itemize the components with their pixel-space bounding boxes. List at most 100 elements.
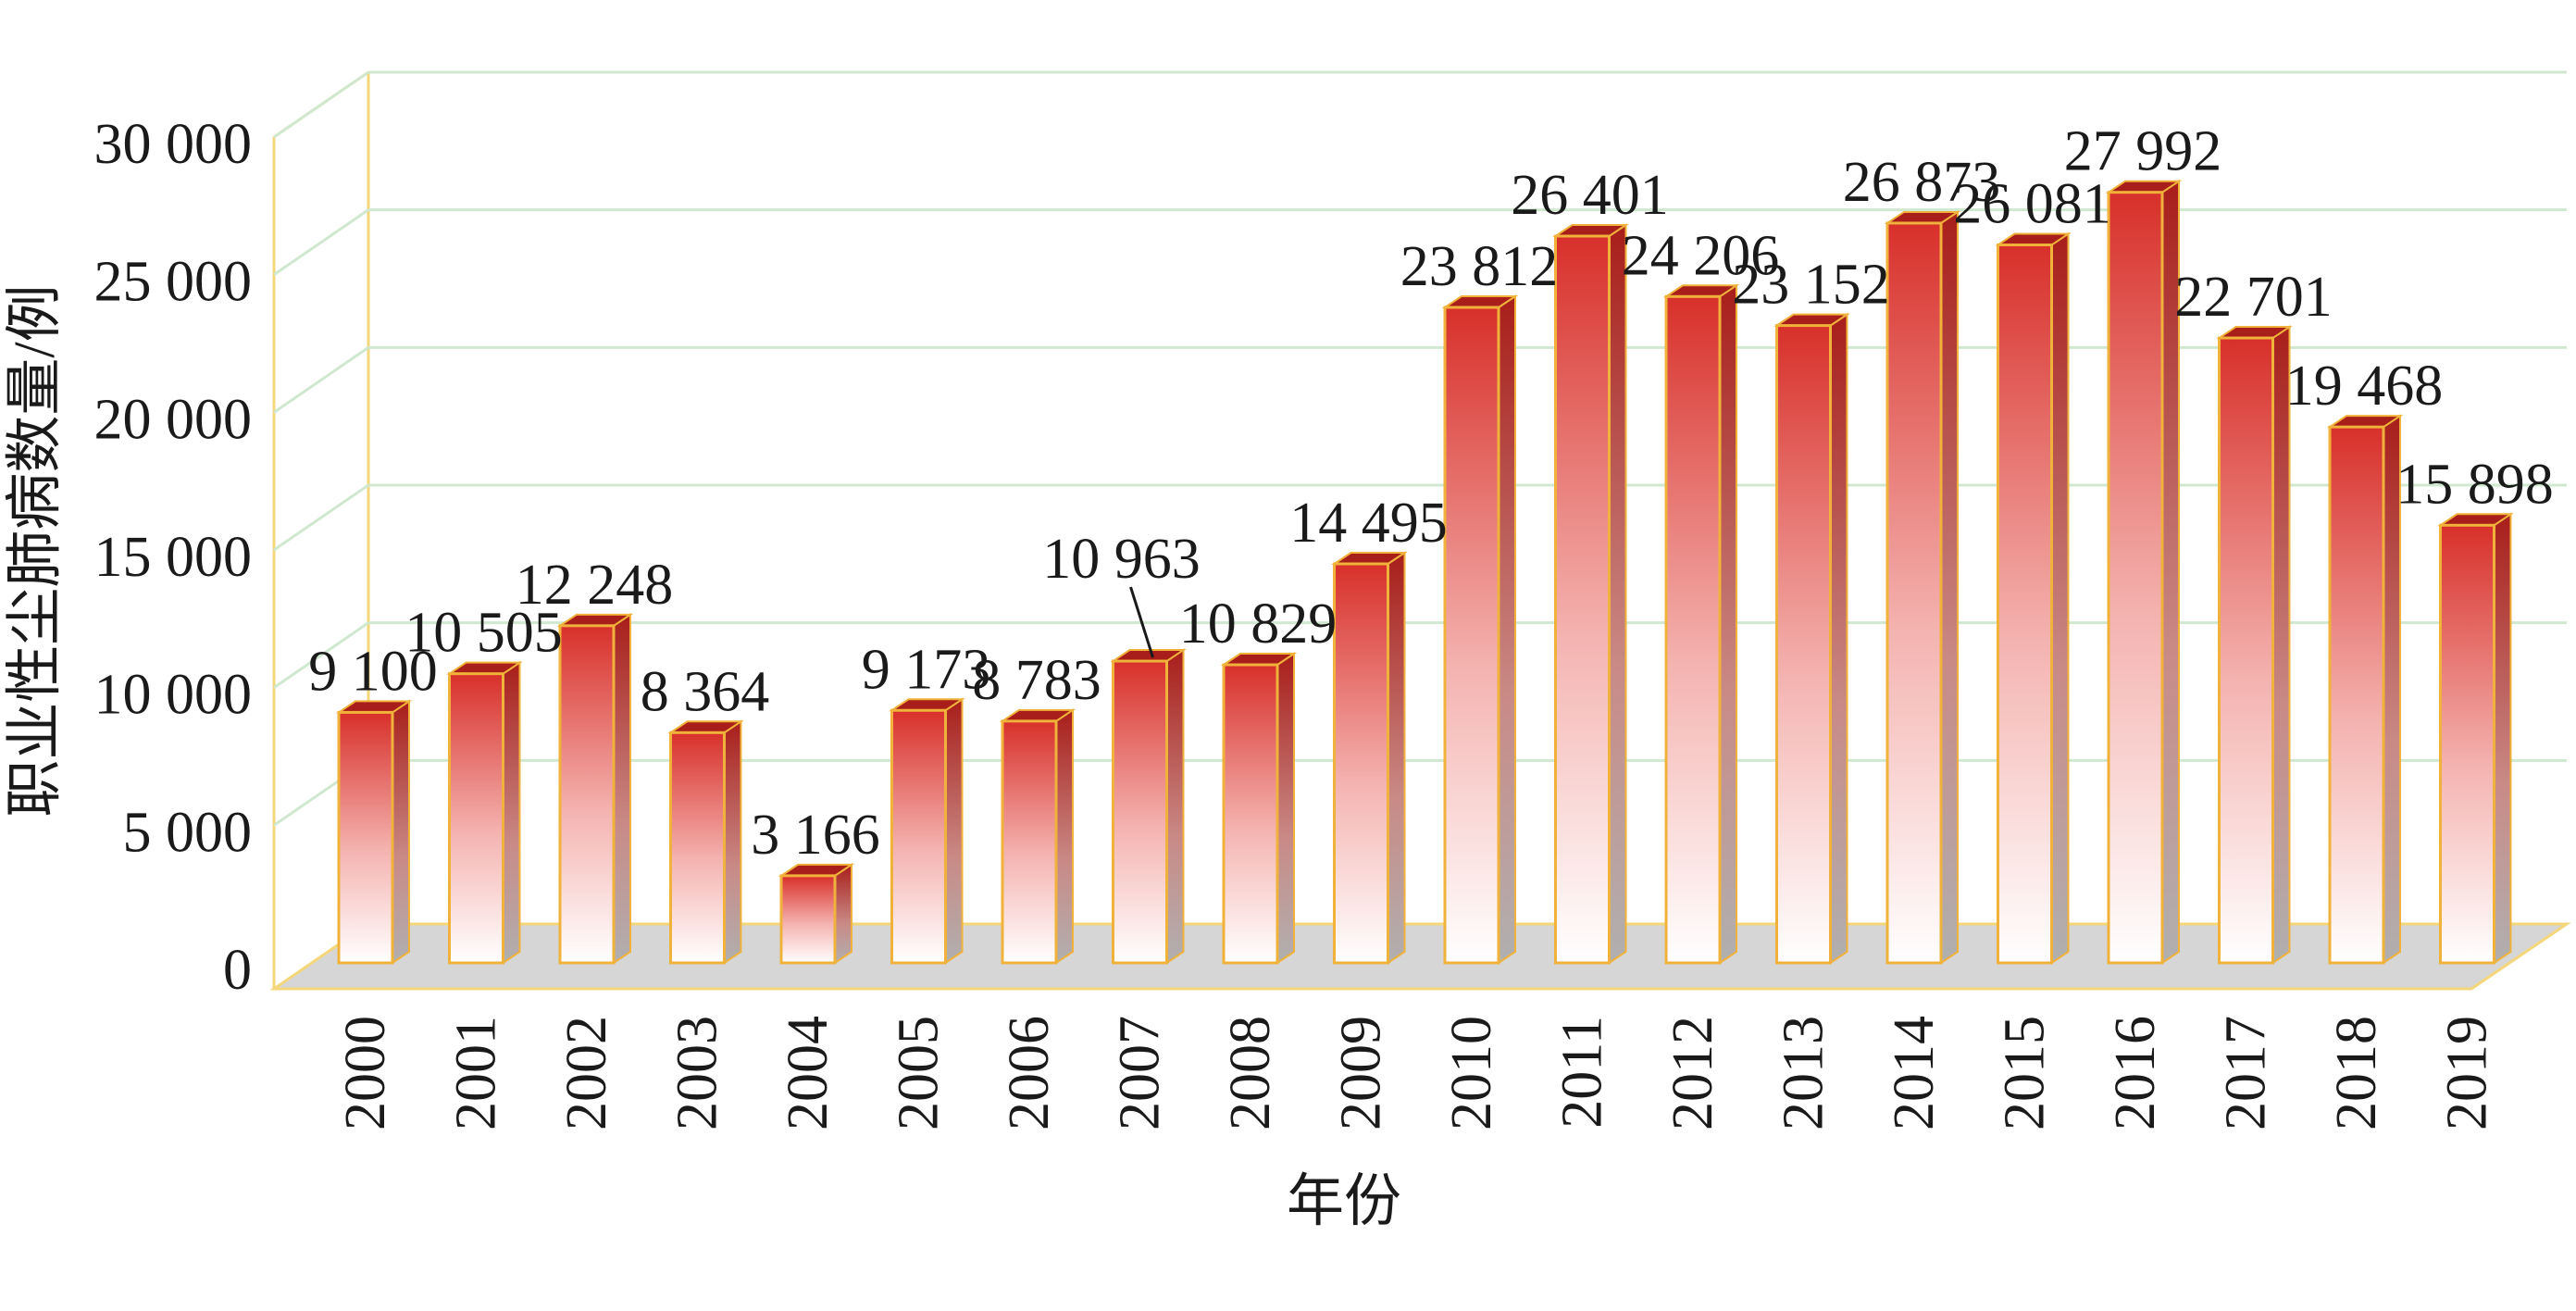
bar-2014	[1884, 210, 1961, 965]
x-tick-2016: 2016	[2104, 1016, 2167, 1130]
y-tick-label: 25 000	[94, 251, 253, 314]
bar-2013	[1773, 312, 1850, 965]
bars	[335, 179, 2514, 965]
bar-side	[1719, 283, 1737, 965]
bar-front	[1775, 324, 1832, 965]
x-tick-2011: 2011	[1551, 1016, 1614, 1129]
x-tick-2015: 2015	[1994, 1016, 2057, 1130]
bar-side	[1055, 707, 1074, 965]
data-label-2014: 26 873	[1843, 151, 2001, 214]
data-label-2017: 22 701	[2174, 266, 2333, 329]
x-tick-2006: 2006	[998, 1016, 1061, 1130]
bar-2015	[1995, 231, 2072, 965]
data-label-2007: 10 963	[1042, 528, 1201, 591]
x-tick-2012: 2012	[1661, 1016, 1724, 1130]
x-tick-2001: 2001	[445, 1016, 508, 1130]
data-label-2006: 8 783	[972, 649, 1101, 712]
bar-2008	[1220, 652, 1298, 965]
bar-side	[1829, 312, 1848, 965]
bar-2005	[889, 697, 965, 965]
x-tick-2002: 2002	[555, 1016, 618, 1130]
gridline-depth	[273, 346, 369, 414]
bar-front	[779, 874, 837, 965]
bar-2019	[2437, 512, 2514, 965]
bar-front	[2107, 191, 2164, 965]
x-tick-2008: 2008	[1219, 1016, 1282, 1130]
bar-2010	[1441, 294, 1519, 965]
data-label-2019: 15 898	[2396, 453, 2554, 516]
x-tick-2013: 2013	[1773, 1016, 1836, 1130]
bar-side	[1276, 652, 1295, 965]
bar-2002	[556, 612, 634, 965]
data-label-2004: 3 166	[751, 804, 880, 867]
data-label-2012: 24 206	[1622, 224, 1780, 287]
bar-2006	[999, 707, 1076, 965]
x-tick-2003: 2003	[666, 1016, 729, 1130]
data-label-2008: 10 829	[1179, 593, 1338, 656]
data-label-2018: 19 468	[2285, 355, 2444, 418]
bar-front	[2439, 523, 2495, 965]
bar-2009	[1331, 551, 1408, 965]
bar-side	[723, 719, 742, 965]
bar-front	[1664, 294, 1722, 965]
bar-front	[1222, 663, 1279, 965]
bar-2012	[1662, 283, 1740, 965]
bar-front	[1554, 234, 1611, 965]
leader-line-2007	[1129, 586, 1154, 658]
x-tick-2017: 2017	[2215, 1016, 2278, 1130]
bar-front	[1001, 719, 1058, 965]
data-label-2011: 26 401	[1511, 164, 1669, 227]
data-label-2005: 9 173	[862, 638, 991, 701]
x-axis-ticks: 2000 2001 2002 2003 2004 2005 2006 2007 2008 2009…	[334, 1016, 2499, 1130]
bar-2016	[2105, 179, 2183, 965]
bar-front	[669, 730, 726, 965]
bar-2000	[335, 699, 413, 965]
data-label-2001: 10 505	[404, 602, 563, 665]
data-label-2015: 26 081	[1953, 173, 2111, 236]
data-label-2010: 23 812	[1400, 235, 1559, 298]
bar-front	[1333, 562, 1389, 965]
x-tick-2007: 2007	[1109, 1016, 1172, 1130]
y-tick-label: 0	[223, 939, 252, 1002]
y-axis-ticks: 0 5 000 10 000 15 000 20 000 25 000 30 000	[94, 113, 253, 1002]
gridline-depth	[273, 621, 369, 689]
x-tick-2019: 2019	[2436, 1016, 2499, 1130]
data-label-2002: 12 248	[516, 554, 674, 617]
bar-side	[502, 660, 521, 965]
bar-side	[2271, 325, 2291, 965]
x-tick-2000: 2000	[334, 1016, 397, 1130]
y-tick-label: 15 000	[94, 526, 253, 589]
bar-front	[1885, 221, 1943, 965]
bar-2007	[1110, 648, 1187, 965]
bar-side	[2050, 231, 2070, 965]
gridline-depth	[273, 483, 369, 552]
x-axis-title: 年份	[1287, 1170, 1401, 1233]
bar-2003	[667, 719, 744, 965]
x-tick-2004: 2004	[777, 1016, 840, 1130]
x-tick-2014: 2014	[1883, 1016, 1946, 1130]
y-tick-label: 20 000	[94, 388, 253, 451]
bar-front	[2218, 336, 2274, 965]
gridline-depth	[273, 208, 369, 276]
bar-side	[1387, 551, 1406, 965]
x-tick-2005: 2005	[888, 1016, 951, 1130]
bar-front	[337, 710, 394, 965]
bar-2018	[2326, 414, 2404, 965]
gridline-depth	[273, 70, 369, 139]
bar-side	[944, 697, 964, 965]
bar-side	[1608, 223, 1627, 965]
data-label-2016: 27 992	[2064, 120, 2222, 183]
bar-front	[1112, 659, 1168, 965]
bar-side	[2493, 512, 2512, 965]
y-tick-label: 10 000	[94, 664, 253, 727]
x-tick-2018: 2018	[2325, 1016, 2388, 1130]
bar-side	[1940, 210, 1959, 965]
x-tick-2010: 2010	[1440, 1016, 1503, 1130]
data-label-2000: 9 100	[308, 640, 438, 703]
x-tick-2009: 2009	[1330, 1016, 1393, 1130]
y-axis-title: 职业性尘肺病数量/例	[4, 284, 67, 817]
bar-front	[1997, 243, 2053, 965]
